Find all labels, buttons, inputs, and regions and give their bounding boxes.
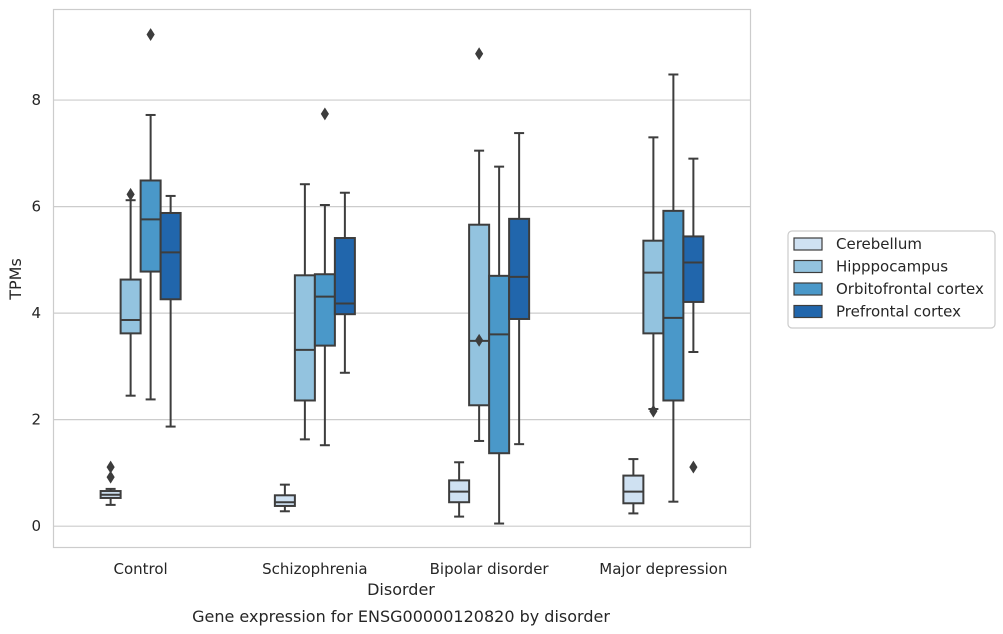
box-group [642, 136, 665, 418]
box [642, 239, 665, 335]
y-tick-labels: 0 2 4 6 8 [31, 91, 41, 535]
x-tick-label: Major depression [599, 560, 727, 578]
legend-swatch [793, 259, 823, 274]
outlier-point [106, 470, 115, 484]
box-group [468, 47, 491, 442]
box [488, 274, 511, 455]
legend-label: Hipppocampus [836, 258, 948, 276]
legend-label: Orbitofrontal cortex [836, 280, 984, 298]
legend-label: Prefrontal cortex [836, 303, 961, 321]
boxplots [99, 28, 705, 525]
box [119, 278, 142, 335]
box [159, 211, 182, 301]
chart-caption: Gene expression for ENSG00000120820 by d… [192, 607, 610, 626]
x-tick-labels: Control Schizophrenia Bipolar disorder Majo… [114, 560, 728, 578]
x-tick-label: Control [114, 560, 168, 578]
box [622, 474, 645, 505]
box-group [273, 483, 296, 513]
legend-frame [787, 230, 996, 329]
y-tick-label: 8 [31, 91, 41, 109]
y-tick-label: 0 [31, 517, 41, 535]
box [313, 273, 336, 347]
box-group [99, 460, 122, 506]
outlier-point [320, 107, 329, 121]
outlier-point [689, 460, 698, 474]
box [273, 494, 296, 507]
x-tick-label: Bipolar disorder [430, 560, 550, 578]
legend-label: Cerebellum [836, 235, 922, 253]
legend-swatch [793, 304, 823, 319]
box [508, 217, 531, 320]
box-group [333, 191, 356, 374]
box-group [293, 183, 316, 441]
y-tick-label: 4 [31, 304, 41, 322]
box [468, 223, 491, 407]
box-group [662, 73, 685, 503]
box-group [119, 187, 142, 397]
legend-swatch [793, 282, 823, 296]
box [293, 274, 316, 402]
outlier-point [649, 404, 658, 418]
y-tick-label: 6 [31, 198, 41, 216]
x-axis-label: Disorder [367, 580, 435, 599]
box-group [508, 132, 531, 446]
x-tick-label: Schizophrenia [262, 560, 367, 578]
outlier-point [126, 187, 135, 201]
plot-frame [52, 8, 752, 549]
box-group [448, 461, 471, 518]
legend-swatch [793, 237, 823, 251]
box-group [682, 157, 705, 474]
box-group [159, 194, 182, 428]
legend: Cerebellum Hipppocampus Orbitofrontal cort… [787, 230, 996, 329]
box-group [139, 28, 162, 401]
box [682, 235, 705, 303]
box [662, 209, 685, 402]
box-group [488, 165, 511, 525]
box-group [313, 107, 336, 447]
box-group [622, 458, 645, 515]
box [333, 237, 356, 316]
y-axis-label: TPMs [6, 258, 25, 301]
box [139, 179, 162, 273]
y-tick-label: 2 [31, 411, 41, 429]
outlier-point [475, 333, 484, 347]
outlier-point [475, 47, 484, 61]
outlier-point [146, 28, 155, 41]
